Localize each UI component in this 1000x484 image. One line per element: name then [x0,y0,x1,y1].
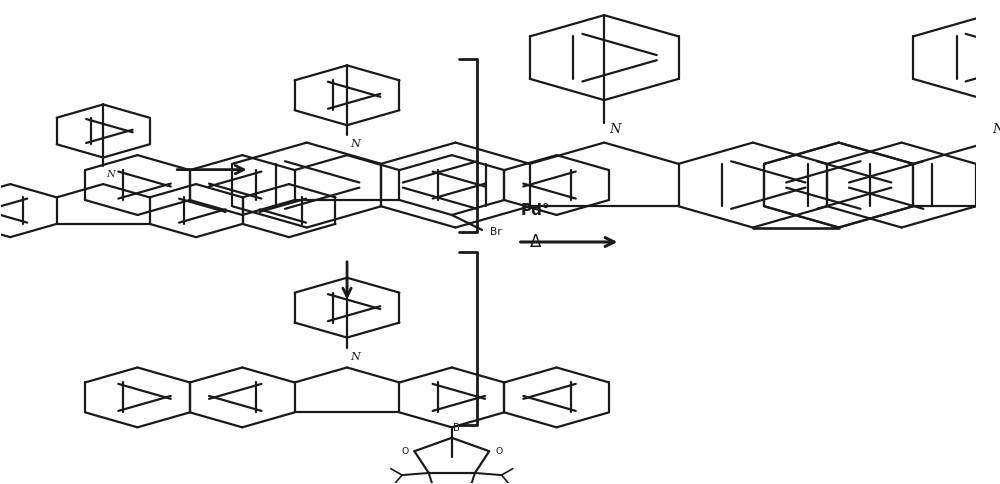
Text: Δ: Δ [530,233,541,251]
Text: B: B [453,423,460,433]
Text: N: N [350,139,360,149]
Text: N: N [350,351,360,362]
Text: O: O [401,447,408,456]
Text: Pd°: Pd° [521,203,550,218]
Text: N: N [992,123,1000,136]
Text: N: N [106,170,115,179]
Text: N: N [609,123,621,136]
Text: O: O [495,447,502,456]
Text: Br: Br [490,227,502,238]
